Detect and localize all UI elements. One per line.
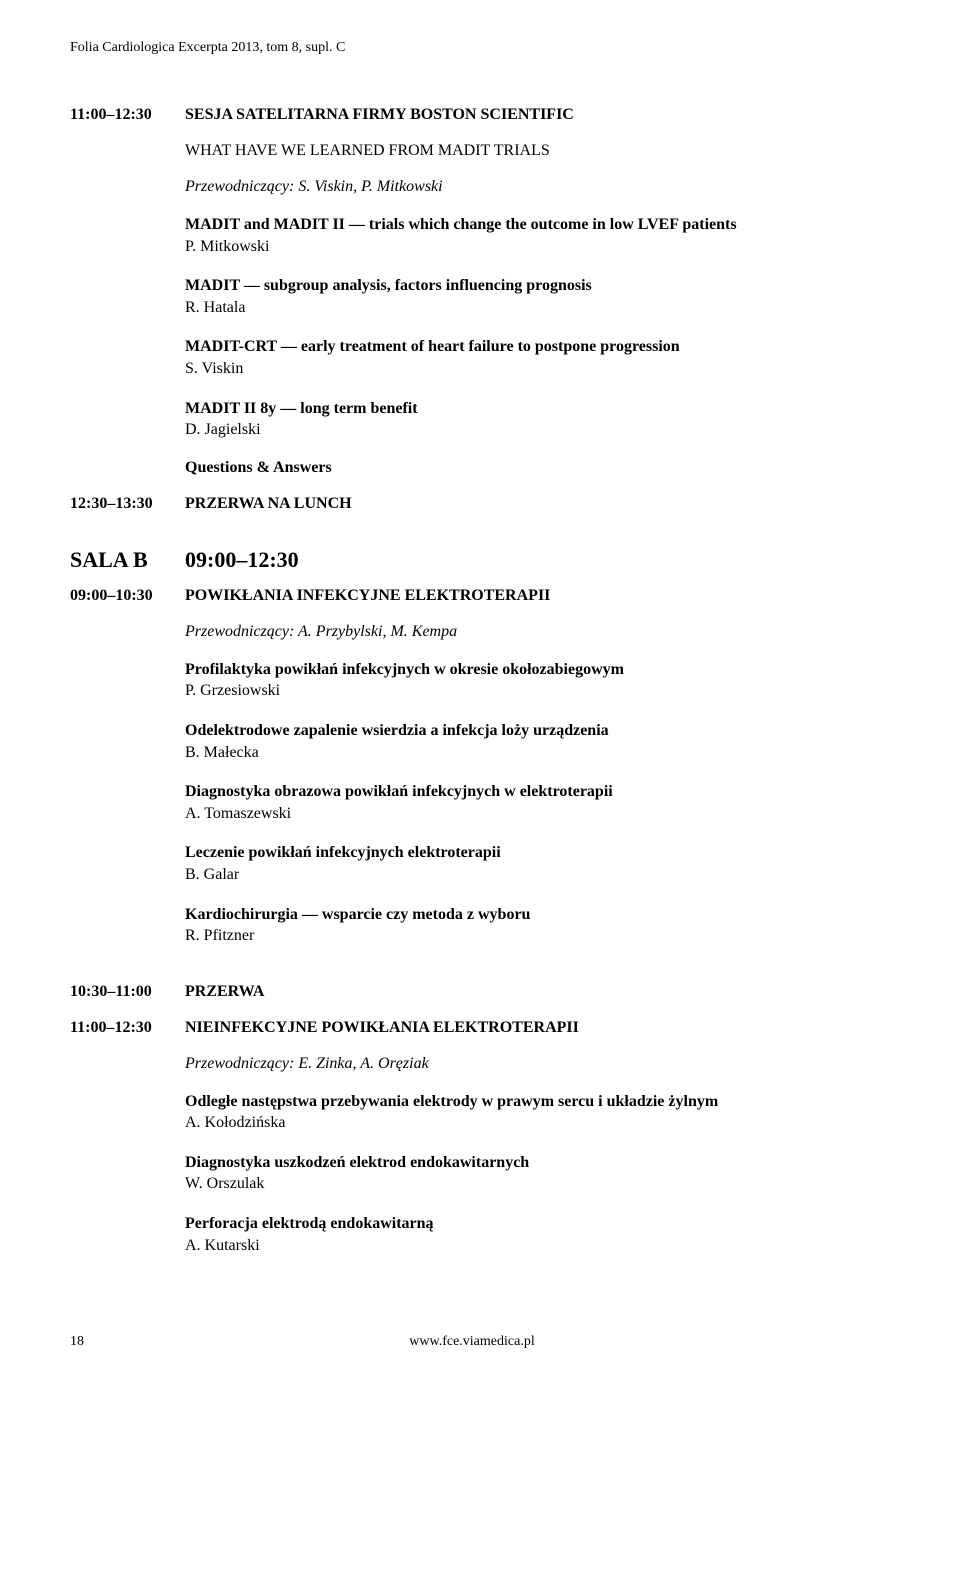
talk-item: Diagnostyka uszkodzeń elektrod endokawit… xyxy=(185,1152,890,1195)
talk-item: Leczenie powikłań infekcyjnych elektrote… xyxy=(185,842,890,885)
talk-title: Diagnostyka uszkodzeń elektrod endokawit… xyxy=(185,1152,890,1174)
talk-item: MADIT II 8y — long term benefit D. Jagie… xyxy=(185,398,890,441)
schedule-row: 09:00–10:30 POWIKŁANIA INFEKCYJNE ELEKTR… xyxy=(70,587,890,965)
session-subtitle: WHAT HAVE WE LEARNED FROM MADIT TRIALS xyxy=(185,142,890,160)
talk-item: MADIT-CRT — early treatment of heart fai… xyxy=(185,336,890,379)
room-time-range: 09:00–12:30 xyxy=(185,547,299,573)
talk-title: MADIT II 8y — long term benefit xyxy=(185,398,890,420)
talk-author: B. Galar xyxy=(185,864,890,886)
talk-author: R. Hatala xyxy=(185,297,890,319)
schedule-row: 10:30–11:00 PRZERWA xyxy=(70,983,890,1001)
session-content: PRZERWA xyxy=(185,983,890,1001)
talk-author: R. Pfitzner xyxy=(185,925,890,947)
talk-author: P. Grzesiowski xyxy=(185,680,890,702)
talk-title: MADIT — subgroup analysis, factors influ… xyxy=(185,275,890,297)
talk-item: MADIT and MADIT II — trials which change… xyxy=(185,214,890,257)
talk-item: Perforacja elektrodą endokawitarną A. Ku… xyxy=(185,1213,890,1256)
chairs-names: E. Zinka, A. Oręziak xyxy=(298,1055,428,1072)
qa-label: Questions & Answers xyxy=(185,459,890,477)
chairs-label: Przewodniczący: xyxy=(185,178,294,195)
time-label: 10:30–11:00 xyxy=(70,983,185,1001)
talk-author: P. Mitkowski xyxy=(185,236,890,258)
break-title: PRZERWA NA LUNCH xyxy=(185,495,890,513)
talk-item: Odelektrodowe zapalenie wsierdzia a infe… xyxy=(185,720,890,763)
time-label: 12:30–13:30 xyxy=(70,495,185,513)
talk-title: MADIT-CRT — early treatment of heart fai… xyxy=(185,336,890,358)
talk-item: Odległe następstwa przebywania elektrody… xyxy=(185,1091,890,1134)
page-footer: 18 www.fce.viamedica.pl xyxy=(70,1334,890,1350)
session-chairs: Przewodniczący: S. Viskin, P. Mitkowski xyxy=(185,178,890,196)
talk-title: Profilaktyka powikłań infekcyjnych w okr… xyxy=(185,659,890,681)
talk-author: D. Jagielski xyxy=(185,419,890,441)
chairs-label: Przewodniczący: xyxy=(185,1055,294,1072)
talk-title: Perforacja elektrodą endokawitarną xyxy=(185,1213,890,1235)
room-name: SALA B xyxy=(70,547,185,573)
talk-item: Diagnostyka obrazowa powikłań infekcyjny… xyxy=(185,781,890,824)
session-title: SESJA SATELITARNA FIRMY BOSTON SCIENTIFI… xyxy=(185,106,890,124)
schedule-row: 11:00–12:30 NIEINFEKCYJNE POWIKŁANIA ELE… xyxy=(70,1019,890,1275)
page-number: 18 xyxy=(70,1334,84,1350)
talk-author: S. Viskin xyxy=(185,358,890,380)
session-title: POWIKŁANIA INFEKCYJNE ELEKTROTERAPII xyxy=(185,587,890,605)
session-content: SESJA SATELITARNA FIRMY BOSTON SCIENTIFI… xyxy=(185,106,890,477)
time-label: 09:00–10:30 xyxy=(70,587,185,965)
session-content: POWIKŁANIA INFEKCYJNE ELEKTROTERAPII Prz… xyxy=(185,587,890,965)
talk-author: A. Kutarski xyxy=(185,1235,890,1257)
time-label: 11:00–12:30 xyxy=(70,106,185,477)
chairs-names: A. Przybylski, M. Kempa xyxy=(298,623,457,640)
time-label: 11:00–12:30 xyxy=(70,1019,185,1275)
talk-author: B. Małecka xyxy=(185,742,890,764)
session-chairs: Przewodniczący: A. Przybylski, M. Kempa xyxy=(185,623,890,641)
break-title: PRZERWA xyxy=(185,983,890,1001)
chairs-label: Przewodniczący: xyxy=(185,623,294,640)
room-header: SALA B 09:00–12:30 xyxy=(70,547,890,573)
talk-item: Profilaktyka powikłań infekcyjnych w okr… xyxy=(185,659,890,702)
talk-title: Leczenie powikłań infekcyjnych elektrote… xyxy=(185,842,890,864)
chairs-names: S. Viskin, P. Mitkowski xyxy=(298,178,442,195)
session-title: NIEINFEKCYJNE POWIKŁANIA ELEKTROTERAPII xyxy=(185,1019,890,1037)
footer-url: www.fce.viamedica.pl xyxy=(84,1334,860,1350)
talk-title: Odelektrodowe zapalenie wsierdzia a infe… xyxy=(185,720,890,742)
session-content: PRZERWA NA LUNCH xyxy=(185,495,890,513)
session-content: NIEINFEKCYJNE POWIKŁANIA ELEKTROTERAPII … xyxy=(185,1019,890,1275)
talk-item: MADIT — subgroup analysis, factors influ… xyxy=(185,275,890,318)
session-chairs: Przewodniczący: E. Zinka, A. Oręziak xyxy=(185,1055,890,1073)
schedule-row: 12:30–13:30 PRZERWA NA LUNCH xyxy=(70,495,890,513)
talk-author: A. Tomaszewski xyxy=(185,803,890,825)
talk-author: A. Kołodzińska xyxy=(185,1112,890,1134)
talk-title: Kardiochirurgia — wsparcie czy metoda z … xyxy=(185,904,890,926)
talk-author: W. Orszulak xyxy=(185,1173,890,1195)
talk-title: MADIT and MADIT II — trials which change… xyxy=(185,214,890,236)
talk-item: Kardiochirurgia — wsparcie czy metoda z … xyxy=(185,904,890,947)
talk-title: Diagnostyka obrazowa powikłań infekcyjny… xyxy=(185,781,890,803)
talk-title: Odległe następstwa przebywania elektrody… xyxy=(185,1091,890,1113)
schedule-row: 11:00–12:30 SESJA SATELITARNA FIRMY BOST… xyxy=(70,106,890,477)
running-header: Folia Cardiologica Excerpta 2013, tom 8,… xyxy=(70,40,890,56)
